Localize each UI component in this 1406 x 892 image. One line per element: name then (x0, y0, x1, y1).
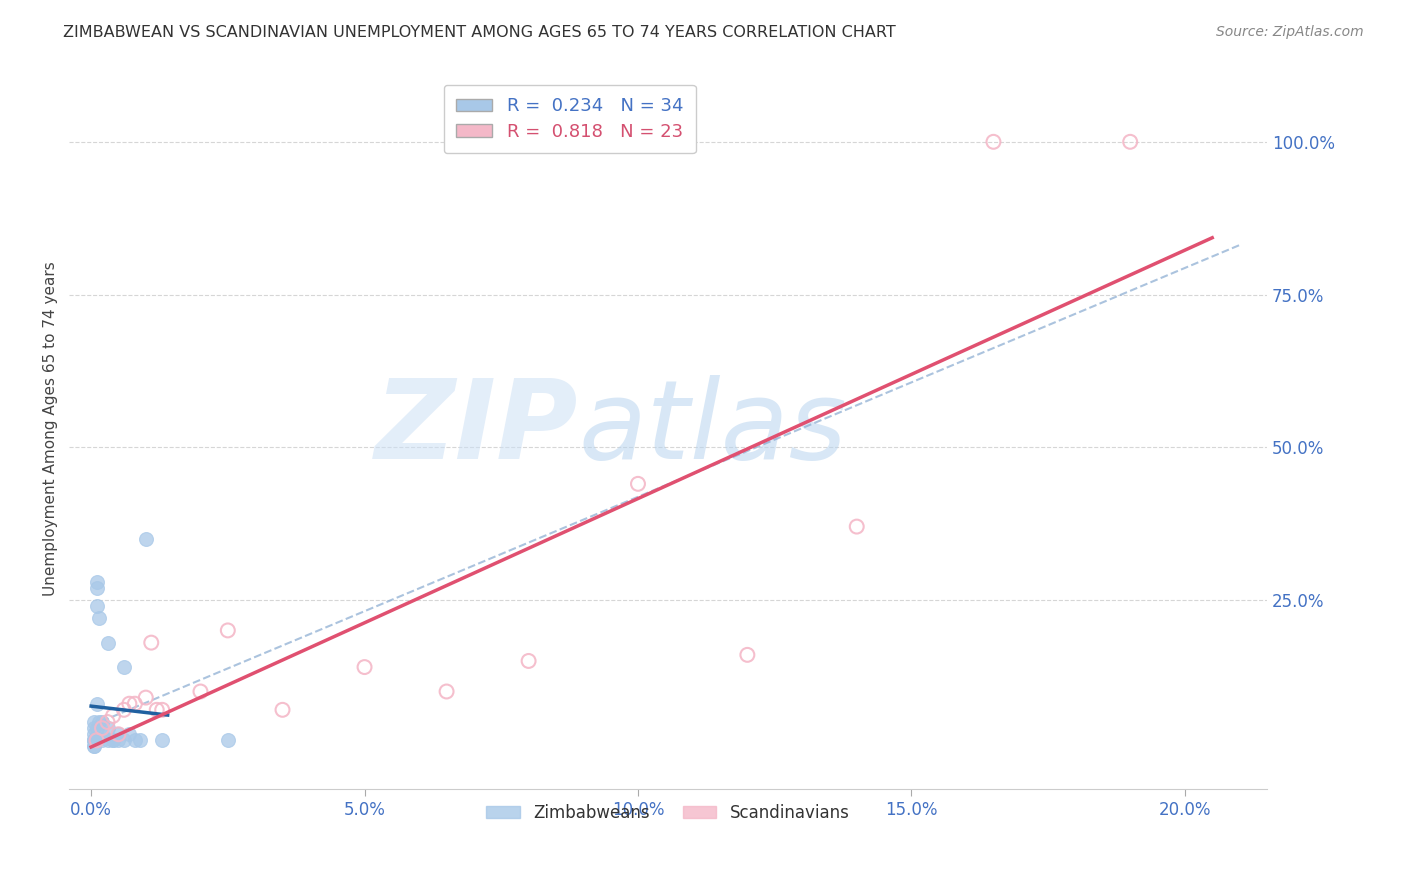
Point (845, 519, 868, 533)
Point (150, 703, 173, 717)
Point (112, 660, 135, 674)
Point (101, 733, 124, 747)
Text: ZIP: ZIP (375, 376, 578, 483)
Point (83, 721, 105, 735)
Point (101, 733, 124, 747)
Point (983, 135, 1005, 149)
Point (190, 684, 212, 698)
Point (96, 721, 118, 735)
Point (112, 733, 135, 747)
Point (150, 733, 173, 747)
Point (86, 599, 108, 613)
Text: ZIMBABWEAN VS SCANDINAVIAN UNEMPLOYMENT AMONG AGES 65 TO 74 YEARS CORRELATION CH: ZIMBABWEAN VS SCANDINAVIAN UNEMPLOYMENT … (63, 25, 896, 40)
Point (86, 733, 108, 747)
Point (96, 714, 118, 729)
Point (83, 739, 105, 754)
Point (86, 574, 108, 589)
Point (107, 727, 129, 741)
Point (737, 648, 759, 662)
Point (91, 714, 114, 729)
Legend: Zimbabweans, Scandinavians: Zimbabweans, Scandinavians (474, 790, 863, 835)
Point (101, 709, 124, 723)
Point (627, 476, 650, 491)
Point (83, 739, 105, 754)
Point (353, 660, 375, 674)
Y-axis label: Unemployment Among Ages 65 to 74 years: Unemployment Among Ages 65 to 74 years (44, 261, 58, 596)
Point (436, 684, 458, 698)
Point (83, 733, 105, 747)
Point (145, 703, 167, 717)
Point (83, 714, 105, 729)
Point (96, 733, 118, 747)
Point (83, 733, 105, 747)
Point (124, 733, 146, 747)
Point (107, 733, 129, 747)
Point (118, 727, 141, 741)
Point (83, 727, 105, 741)
Point (96, 635, 118, 649)
Point (517, 654, 540, 668)
Point (1119, 135, 1142, 149)
Point (83, 733, 105, 747)
Point (89, 714, 111, 729)
Point (86, 581, 108, 595)
Point (124, 697, 146, 711)
Point (91, 733, 114, 747)
Point (86, 721, 108, 735)
Point (141, 635, 163, 649)
Point (129, 733, 152, 747)
Point (91, 721, 114, 735)
Point (89, 611, 111, 625)
Text: Source: ZipAtlas.com: Source: ZipAtlas.com (1216, 25, 1364, 39)
Point (217, 733, 239, 747)
Point (86, 733, 108, 747)
Point (91, 727, 114, 741)
Text: atlas: atlas (578, 376, 846, 483)
Point (135, 690, 157, 705)
Point (112, 703, 135, 717)
Point (217, 624, 239, 638)
Point (107, 727, 129, 741)
Point (135, 532, 157, 546)
Point (271, 703, 294, 717)
Point (118, 697, 141, 711)
Point (86, 697, 108, 711)
